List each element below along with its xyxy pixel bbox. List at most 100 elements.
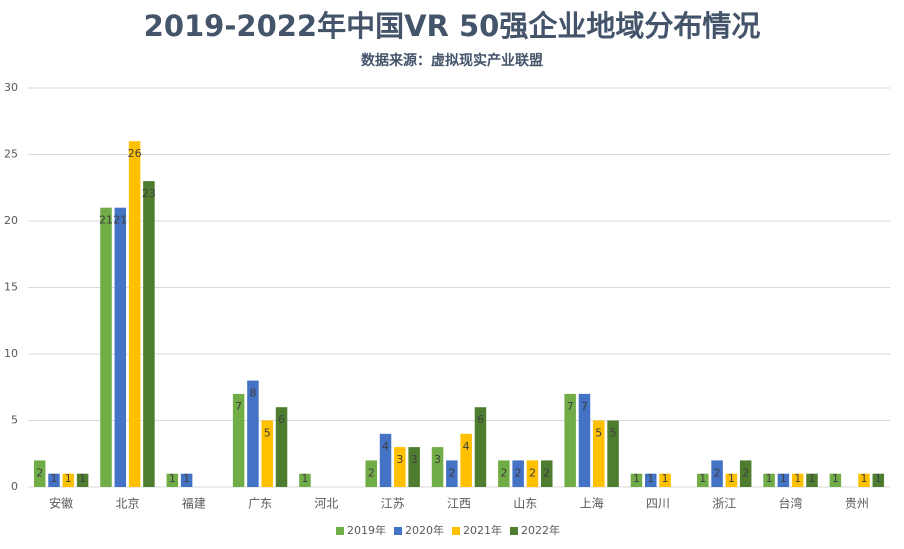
value-label: 4	[382, 440, 389, 453]
legend-swatch	[452, 527, 460, 535]
bar	[564, 393, 576, 487]
bar	[33, 460, 46, 487]
y-tick-label: 30	[4, 81, 18, 94]
bar	[446, 460, 458, 487]
value-label: 2	[742, 466, 749, 479]
bar	[578, 393, 591, 487]
value-label: 2	[448, 466, 455, 479]
value-label: 2	[714, 466, 721, 479]
bar	[645, 473, 657, 487]
value-label: 1	[780, 472, 787, 485]
value-label: 6	[477, 413, 484, 426]
x-tick-label: 江西	[447, 497, 471, 511]
bar	[62, 473, 75, 487]
bar	[725, 473, 738, 487]
bar	[711, 460, 723, 487]
bar	[498, 460, 510, 487]
legend-swatch	[336, 527, 344, 535]
y-tick-label: 25	[4, 148, 18, 161]
x-tick-label: 上海	[580, 496, 604, 511]
bar	[232, 393, 245, 487]
value-label: 2	[515, 466, 522, 479]
chart-subtitle: 数据来源：虚拟现实产业联盟	[361, 52, 543, 69]
bar	[659, 473, 671, 487]
value-label: 2	[543, 466, 550, 479]
x-tick-label: 北京	[115, 497, 139, 511]
legend-label: 2020年	[405, 523, 444, 537]
x-tick-label: 安徽	[49, 496, 73, 511]
value-label: 1	[662, 472, 669, 485]
bar	[541, 460, 553, 487]
value-label: 8	[249, 387, 256, 400]
x-tick-label: 河北	[314, 497, 338, 511]
value-label: 1	[794, 472, 801, 485]
bar	[791, 473, 804, 487]
value-label: 1	[875, 472, 882, 485]
value-label: 1	[79, 472, 86, 485]
value-label: 3	[434, 453, 441, 466]
y-tick-label: 0	[11, 480, 18, 493]
x-tick-label: 福建	[182, 496, 206, 511]
bar	[143, 181, 155, 487]
bar	[474, 407, 487, 487]
bar	[394, 447, 406, 487]
x-tick-label: 山东	[513, 497, 537, 511]
bar	[739, 460, 752, 487]
bar	[858, 473, 870, 487]
value-label: 1	[633, 472, 640, 485]
bar	[526, 460, 539, 487]
value-label: 21	[99, 214, 113, 227]
bar	[460, 433, 472, 487]
value-label: 4	[463, 440, 470, 453]
value-label: 2	[529, 466, 536, 479]
value-label: 1	[728, 472, 735, 485]
value-label: 6	[278, 413, 285, 426]
value-label: 7	[235, 400, 242, 413]
value-label: 1	[65, 472, 72, 485]
legend-swatch	[394, 527, 402, 535]
x-tick-label: 台湾	[779, 496, 803, 511]
y-tick-label: 20	[4, 214, 18, 227]
bar	[408, 447, 420, 487]
value-label: 2	[500, 466, 507, 479]
bar	[379, 433, 392, 487]
bar	[607, 420, 619, 487]
bar	[872, 473, 885, 487]
bar	[76, 473, 89, 487]
value-label: 1	[766, 472, 773, 485]
value-label: 3	[411, 453, 418, 466]
bar	[261, 420, 273, 487]
bar	[128, 141, 141, 487]
legend-swatch	[510, 527, 518, 535]
value-label: 1	[183, 472, 190, 485]
value-label: 23	[142, 187, 156, 200]
bar	[299, 473, 311, 487]
value-label: 1	[699, 472, 706, 485]
x-tick-label: 浙江	[712, 497, 736, 511]
value-label: 5	[264, 427, 271, 440]
x-tick-label: 江苏	[381, 497, 405, 511]
value-label: 1	[808, 472, 815, 485]
value-label: 3	[396, 453, 403, 466]
bar	[100, 207, 112, 487]
y-tick-label: 10	[4, 347, 18, 360]
value-label: 2	[368, 466, 375, 479]
y-tick-label: 15	[4, 281, 18, 294]
value-label: 5	[610, 427, 617, 440]
value-label: 1	[832, 472, 839, 485]
value-label: 2	[36, 466, 43, 479]
legend-label: 2021年	[463, 523, 502, 537]
value-label: 1	[647, 472, 654, 485]
value-label: 21	[113, 214, 127, 227]
bar	[697, 473, 709, 487]
bar	[247, 380, 259, 487]
bar	[829, 473, 842, 487]
bar	[763, 473, 775, 487]
y-tick-label: 5	[11, 414, 18, 427]
bar	[806, 473, 818, 487]
value-label: 7	[567, 400, 574, 413]
value-label: 5	[595, 427, 602, 440]
bar	[48, 473, 60, 487]
